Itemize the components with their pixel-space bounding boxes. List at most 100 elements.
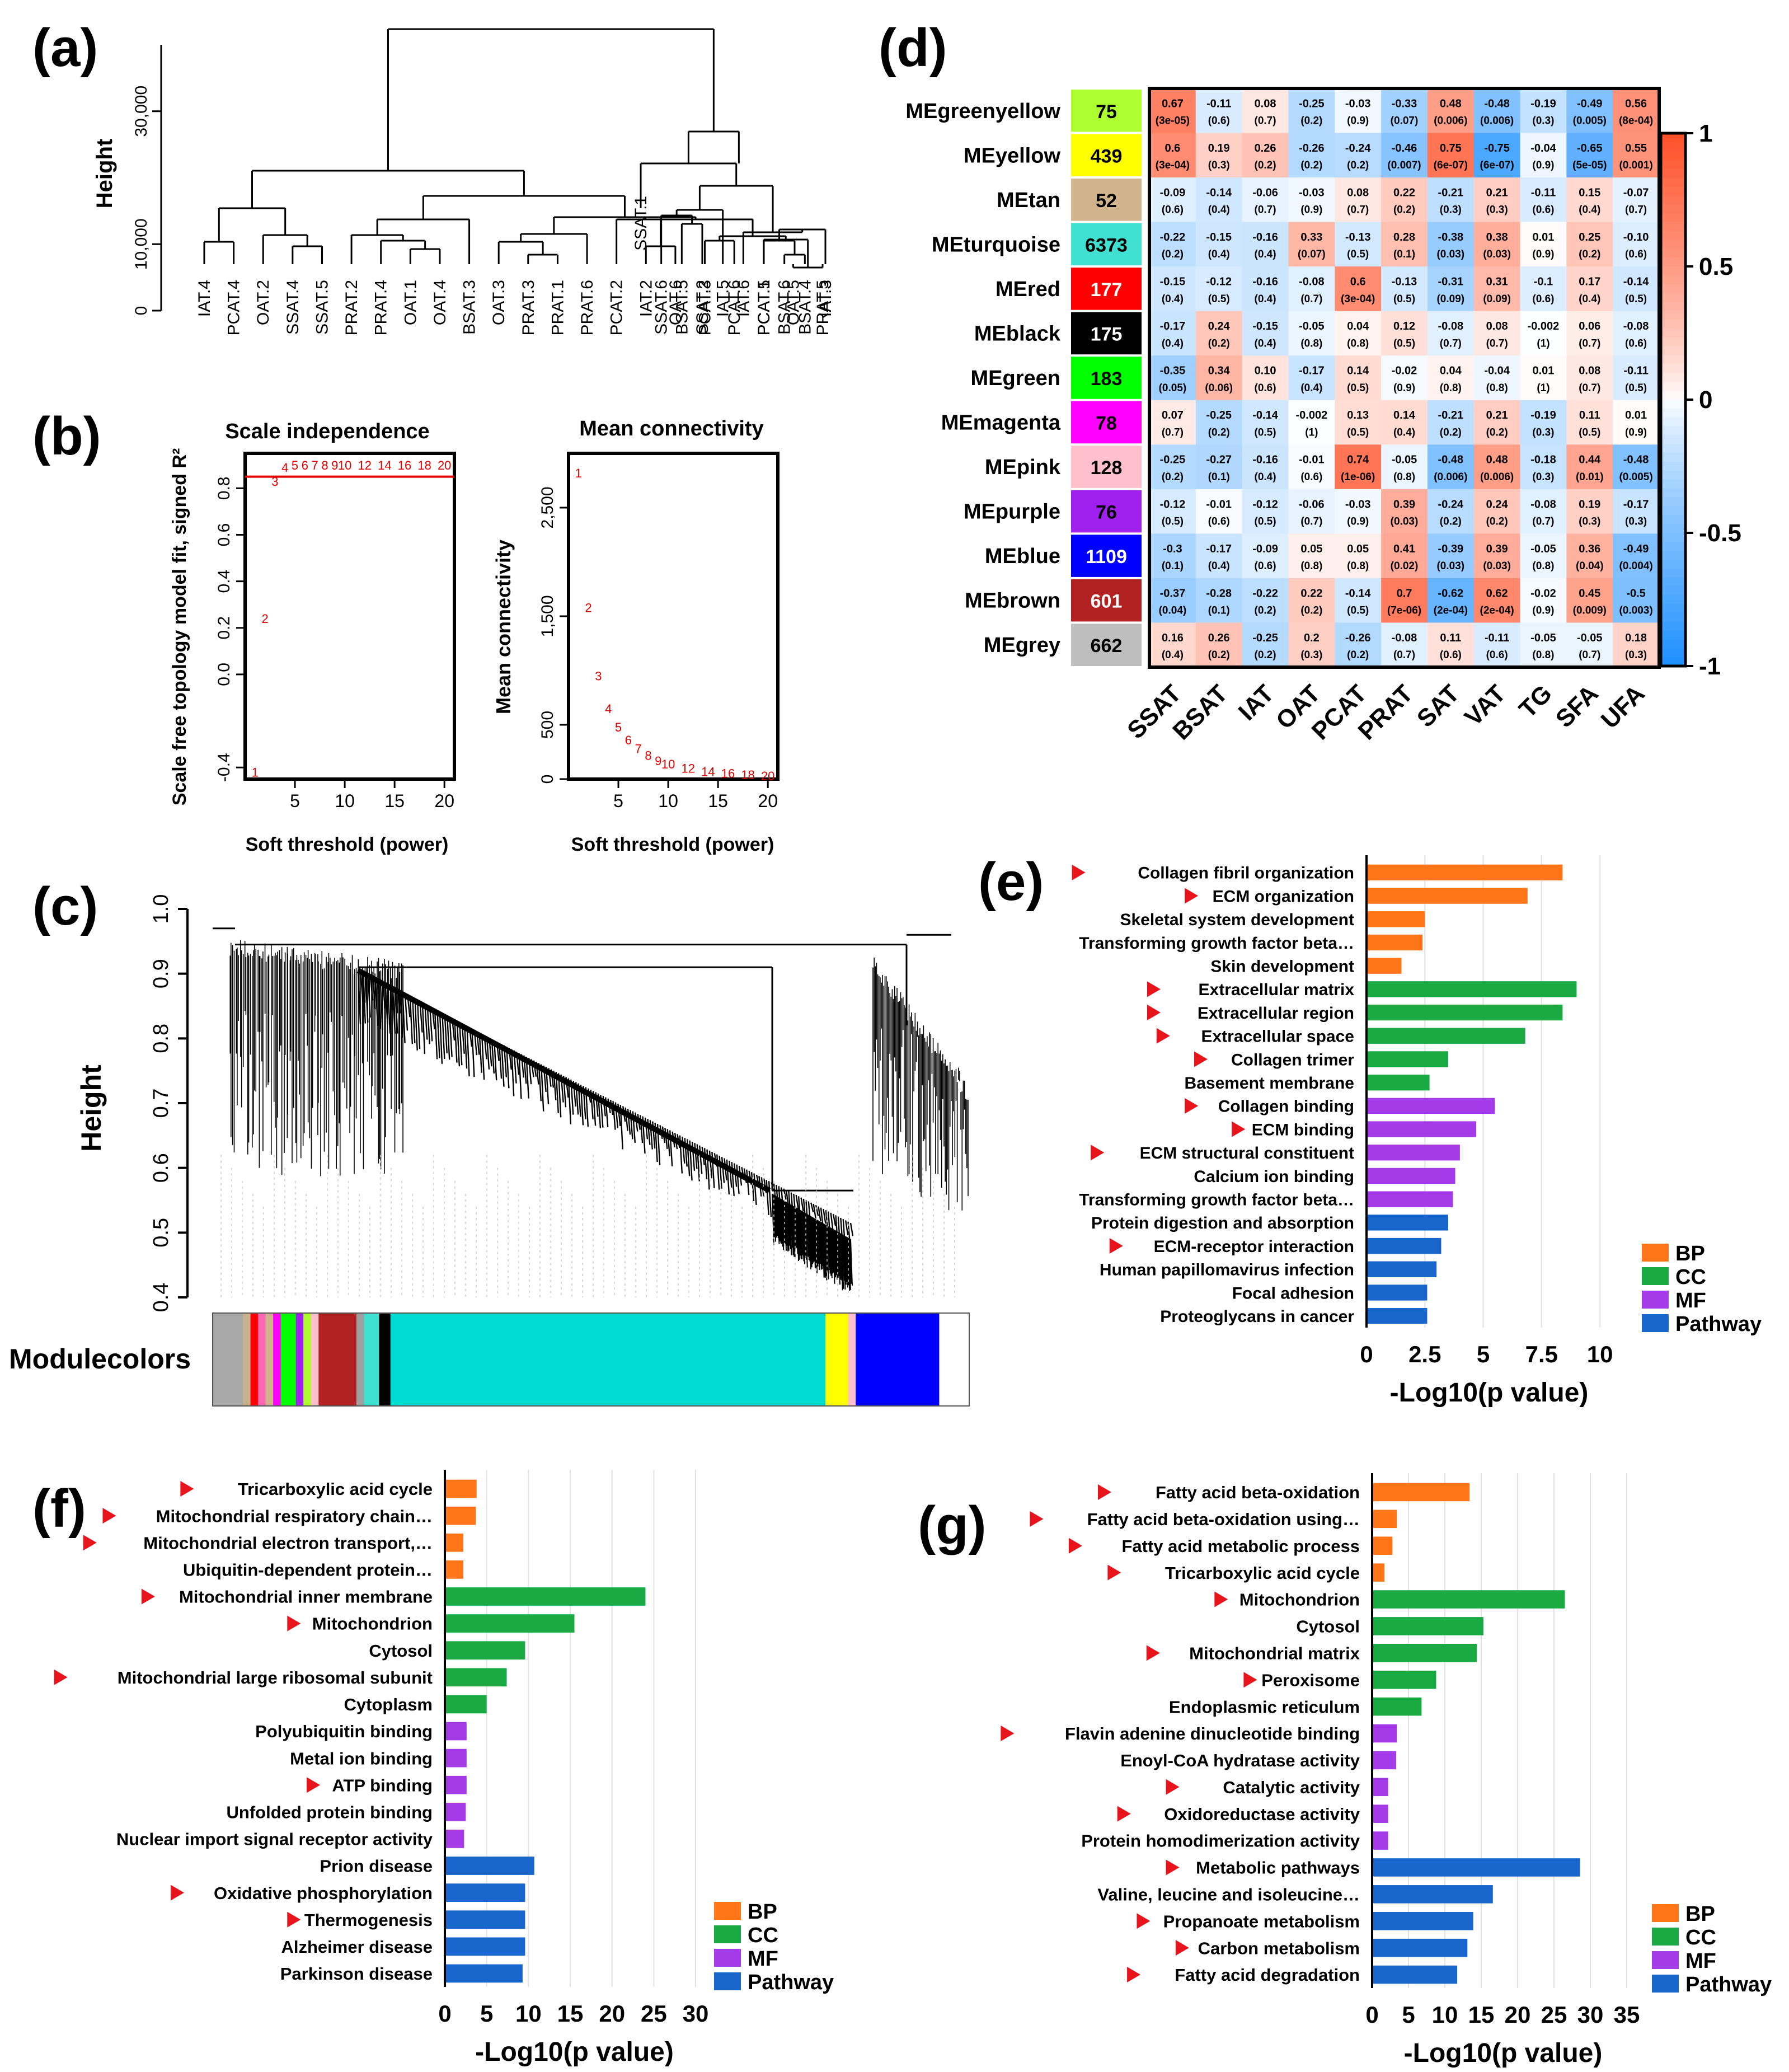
d-cell-pvalue: (0.5)	[1347, 249, 1369, 260]
b1-plot-x-tick-label: 20	[434, 791, 454, 811]
d-cell-correlation: 0.44	[1579, 454, 1601, 466]
b1-plot-point-label: 3	[271, 475, 278, 489]
panel-g-x-tick-label: 10	[1432, 2001, 1458, 2028]
c-dendrogram-branch	[806, 1214, 810, 1260]
d-cell-correlation: -0.1	[1534, 276, 1553, 288]
b2-plot-point-label: 9	[655, 754, 661, 768]
panel-f-x-tick-label: 10	[515, 2000, 542, 2027]
d-cell-correlation: 0.6	[1350, 276, 1366, 288]
d-colorbar-step	[1661, 408, 1685, 418]
d-cell-pvalue: (0.9)	[1347, 115, 1369, 127]
d-heatmap-cell	[1473, 489, 1521, 534]
d-cell-pvalue: (0.3)	[1208, 160, 1230, 171]
d-cell-correlation: 0.19	[1579, 498, 1600, 510]
d-heatmap-cell	[1335, 489, 1382, 534]
panel-f-bar-label: Prion disease	[320, 1857, 433, 1876]
c-dendrogram-branch	[817, 1220, 820, 1270]
c-dendrogram-branch	[374, 979, 379, 1026]
c-dendrogram-branch	[837, 1232, 840, 1285]
d-cell-pvalue: (0.6)	[1625, 337, 1647, 349]
d-cell-pvalue: (0.2)	[1579, 249, 1600, 260]
panel-g-bar	[1372, 1724, 1397, 1743]
d-cell-correlation: -0.22	[1252, 587, 1278, 599]
d-heatmap-cell	[1149, 622, 1196, 668]
d-module-swatch	[1071, 223, 1142, 266]
d-heatmap-cell	[1242, 88, 1289, 134]
d-cell-pvalue: (0.03)	[1483, 249, 1511, 260]
d-colorbar-step	[1661, 497, 1685, 507]
d-cell-correlation: 0.04	[1440, 365, 1462, 377]
d-cell-correlation: 0.05	[1347, 543, 1369, 555]
d-heatmap-cell	[1242, 222, 1289, 267]
panel-g-marker-triangle	[1243, 1672, 1257, 1688]
c-dendrogram-branch	[784, 1201, 787, 1251]
d-heatmap-cell	[1195, 88, 1243, 134]
d-heatmap-cell	[1381, 444, 1428, 490]
d-heatmap-cell	[1613, 578, 1660, 623]
panel-g-bar-label: Carbon metabolism	[1198, 1938, 1360, 1958]
d-heatmap-cell	[1149, 444, 1196, 490]
c-dendrogram-branch	[813, 1217, 816, 1269]
d-colorbar-step	[1661, 595, 1685, 604]
d-cell-correlation: -0.24	[1438, 498, 1464, 510]
c-dendrogram-branch	[785, 1201, 788, 1246]
panel-e-bar-label: Skeletal system development	[1120, 911, 1354, 929]
d-heatmap-cell	[1381, 489, 1428, 534]
panel-g-bar-label: Peroxisome	[1261, 1670, 1360, 1690]
panel-e-legend-label: Pathway	[1675, 1312, 1762, 1336]
d-cell-pvalue: (0.004)	[1619, 560, 1652, 572]
panel-f-bar	[445, 1614, 575, 1633]
d-heatmap-cell	[1613, 222, 1660, 267]
panel-f-bar	[445, 1775, 467, 1794]
d-cell-correlation: 0.11	[1440, 632, 1461, 644]
d-cell-pvalue: (0.9)	[1300, 204, 1322, 216]
panel-f-bar-label: Alzheimer disease	[281, 1937, 433, 1957]
c-dendrogram-branch	[518, 1053, 522, 1099]
panel-g-legend-swatch	[1652, 1975, 1679, 1993]
d-colorbar-step	[1661, 435, 1685, 445]
d-cell-correlation: -0.27	[1206, 454, 1232, 466]
c-dendrogram-branch	[835, 1231, 839, 1278]
d-heatmap-cell	[1242, 533, 1289, 579]
c-dendrogram-branch	[369, 977, 374, 1001]
d-cell-correlation: -0.33	[1392, 97, 1417, 110]
panel-f-bar	[445, 1937, 525, 1956]
d-heatmap-cell	[1427, 311, 1475, 356]
d-cell-pvalue: (0.6)	[1208, 515, 1230, 527]
c-dendrogram-branch	[790, 1204, 793, 1248]
c-dendrogram-branch	[826, 1225, 829, 1279]
a-leaf-label: PRAT.2	[342, 280, 361, 335]
c-module-color-block	[213, 1313, 243, 1406]
d-heatmap-cell	[1520, 355, 1567, 401]
panel-e-marker-triangle	[1091, 1145, 1105, 1161]
d-cell-correlation: 0.01	[1532, 231, 1554, 243]
panel-e-marker-triangle	[1072, 864, 1086, 880]
c-dendrogram-branch	[850, 1239, 853, 1286]
a-y-axis-label: Height	[92, 139, 117, 208]
d-heatmap-cell	[1195, 533, 1243, 579]
c-dendrogram-branch	[792, 1205, 795, 1257]
a-leaf-label: SSAT.4	[284, 280, 302, 335]
b2-plot-y-tick-label: 0	[538, 775, 557, 784]
d-colorbar-step	[1661, 586, 1685, 596]
c-dendrogram-branch	[793, 1206, 797, 1249]
d-cell-correlation: 0.12	[1393, 320, 1415, 332]
d-cell-pvalue: (0.1)	[1393, 249, 1415, 260]
c-module-color-block	[258, 1313, 266, 1406]
d-cell-correlation: -0.13	[1392, 276, 1417, 288]
d-cell-pvalue: (0.9)	[1532, 160, 1554, 171]
d-colorbar-step	[1661, 470, 1685, 480]
d-colorbar-step	[1661, 195, 1685, 205]
d-heatmap-cell	[1335, 622, 1382, 668]
d-cell-pvalue: (0.006)	[1480, 471, 1514, 483]
d-cell-pvalue: (0.7)	[1579, 649, 1600, 661]
d-cell-pvalue: (0.5)	[1393, 293, 1415, 305]
c-dendrogram-branch	[729, 1160, 732, 1188]
panel-e-legend-label: CC	[1675, 1265, 1706, 1289]
d-cell-pvalue: (0.6)	[1532, 204, 1554, 216]
d-colorbar-step	[1661, 506, 1685, 516]
d-heatmap-cell	[1149, 133, 1196, 178]
d-heatmap-frame	[1148, 87, 1661, 669]
d-cell-correlation: -0.35	[1160, 365, 1186, 377]
